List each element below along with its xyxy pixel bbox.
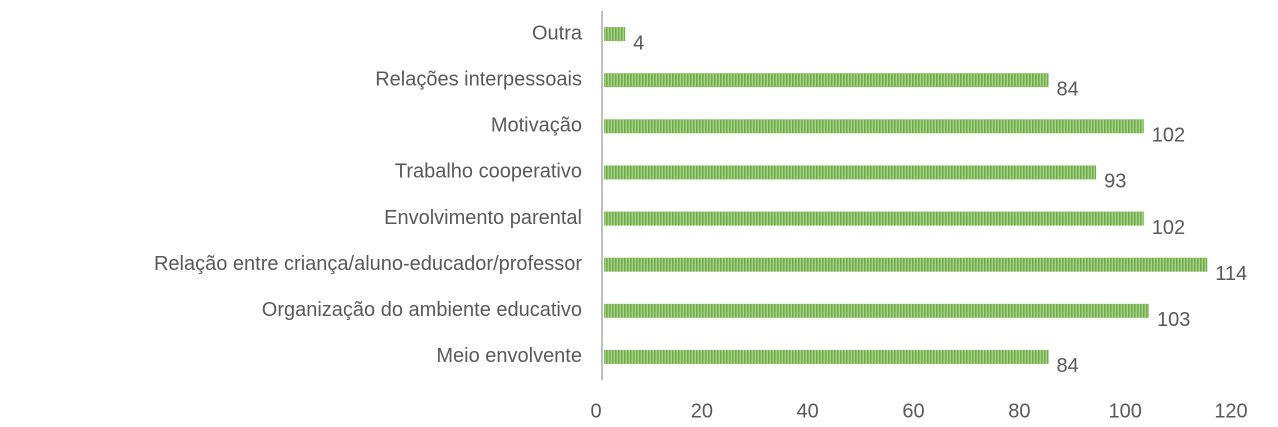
data-label: 103 [1157, 309, 1190, 331]
x-tick-label: 40 [797, 400, 819, 422]
bar [604, 73, 1049, 88]
data-label: 84 [1057, 78, 1079, 100]
y-tick-label: Meio envolvente [436, 345, 582, 367]
x-tick-label: 60 [902, 400, 924, 422]
data-label: 93 [1104, 171, 1126, 193]
bar [604, 257, 1208, 272]
y-tick-label: Relação entre criança/aluno-educador/pro… [154, 253, 582, 275]
y-tick-label: Motivação [491, 115, 582, 137]
bar [604, 165, 1097, 180]
data-label: 4 [633, 32, 644, 54]
y-tick-label: Outra [532, 22, 583, 44]
y-tick-label: Envolvimento parental [384, 207, 582, 229]
bar [604, 119, 1144, 134]
bar [604, 349, 1049, 364]
bar [604, 303, 1150, 318]
y-tick-label: Relações interpessoais [375, 68, 582, 90]
x-tick-label: 0 [590, 400, 601, 422]
y-tick-label: Organização do ambiente educativo [262, 299, 582, 321]
data-label: 114 [1215, 263, 1247, 285]
data-label: 102 [1152, 125, 1185, 147]
bar [604, 27, 626, 42]
x-tick-label: 100 [1108, 400, 1141, 422]
x-tick-label: 20 [691, 400, 713, 422]
data-label: 102 [1152, 217, 1185, 239]
x-tick-label: 120 [1214, 400, 1247, 422]
x-tick-label: 80 [1008, 400, 1030, 422]
y-tick-label: Trabalho cooperativo [395, 161, 582, 183]
bar [604, 211, 1144, 226]
data-label: 84 [1057, 355, 1079, 377]
